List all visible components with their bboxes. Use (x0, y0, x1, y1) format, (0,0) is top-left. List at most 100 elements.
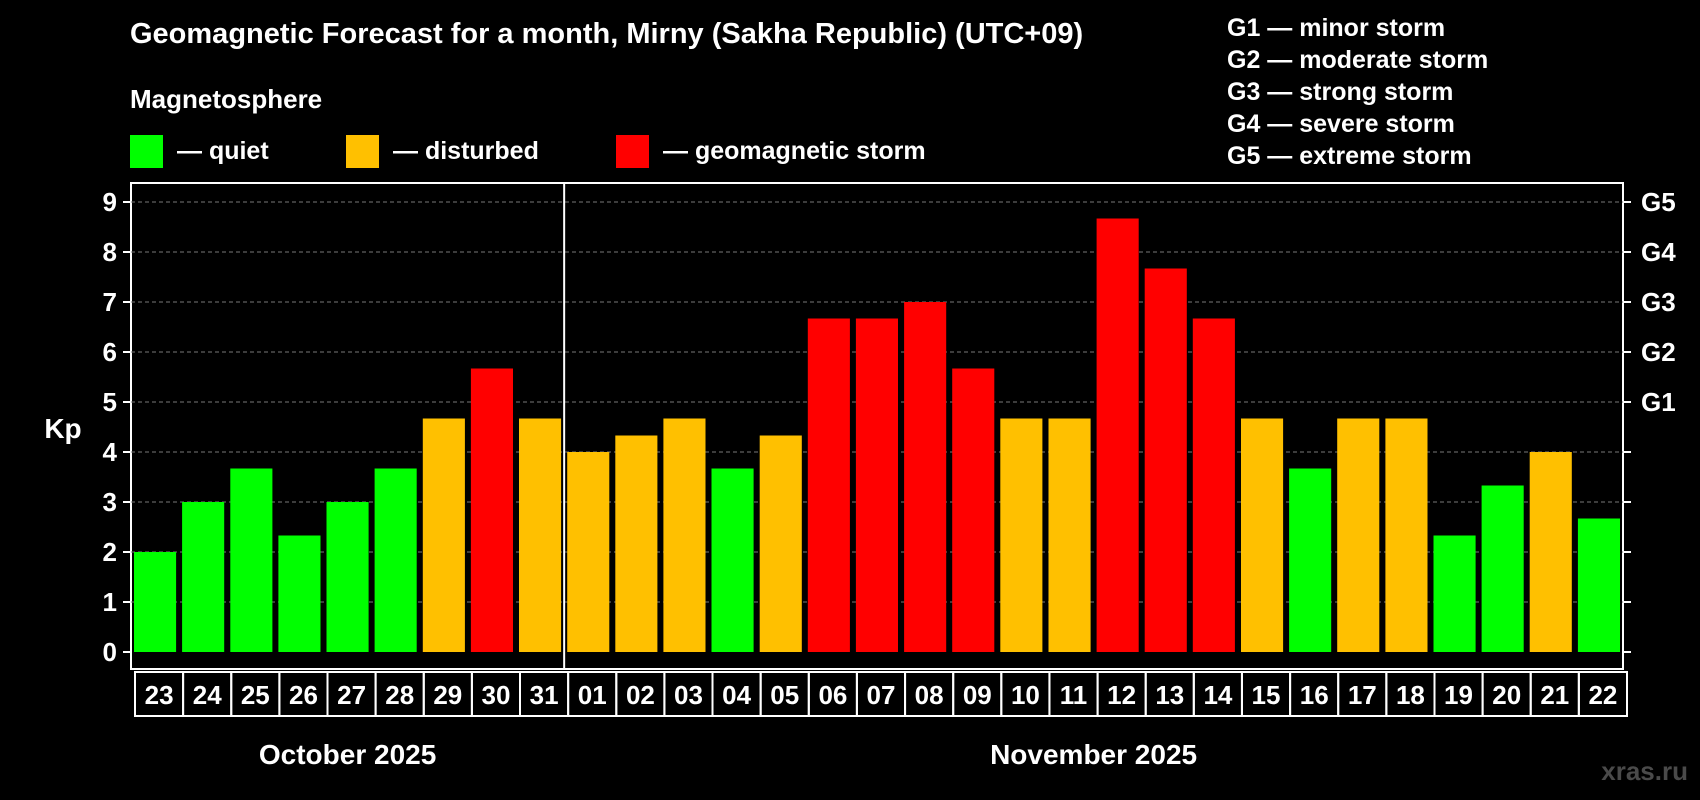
x-tick-label: 04 (722, 680, 751, 710)
kp-bar (807, 318, 850, 652)
x-tick-label: 01 (578, 680, 607, 710)
kp-bar (711, 468, 754, 652)
kp-bar (1385, 418, 1428, 652)
kp-bar (519, 418, 562, 652)
legend-storm: — geomagnetic storm (616, 134, 926, 168)
kp-bar (855, 318, 898, 652)
x-tick-label: 29 (433, 680, 462, 710)
x-tick-label: 08 (915, 680, 944, 710)
kp-bar (663, 418, 706, 652)
y-tick-label: 8 (103, 237, 117, 267)
g-level-label: G2 (1641, 337, 1676, 367)
y-tick-label: 2 (103, 537, 117, 567)
kp-bar (326, 502, 369, 652)
g-scale-legend: G1 — minor storm G2 — moderate storm G3 … (1227, 12, 1488, 172)
y-tick-label: 5 (103, 387, 117, 417)
x-tick-label: 28 (385, 680, 414, 710)
x-tick-label: 03 (674, 680, 703, 710)
g2-legend-item: G2 — moderate storm (1227, 46, 1489, 74)
storm-swatch (616, 134, 649, 168)
g-level-label: G3 (1641, 287, 1676, 317)
month-label: October 2025 (259, 739, 436, 770)
y-tick-label: 7 (103, 287, 117, 317)
g3-legend-item: G3 — strong storm (1227, 78, 1454, 106)
x-tick-label: 07 (867, 680, 896, 710)
x-tick-label: 25 (241, 680, 270, 710)
g-level-label: G1 (1641, 387, 1676, 417)
g-level-label: G5 (1641, 187, 1676, 217)
kp-bar (374, 468, 417, 652)
x-tick-label: 22 (1588, 680, 1617, 710)
chart-title: Geomagnetic Forecast for a month, Mirny … (130, 18, 1084, 50)
x-tick-label: 05 (770, 680, 799, 710)
legend-disturbed-label: — disturbed (393, 136, 539, 165)
kp-bar (1481, 485, 1524, 652)
g1-legend-item: G1 — minor storm (1227, 14, 1446, 42)
legend-disturbed: — disturbed (346, 134, 539, 168)
plot-frame (130, 182, 1624, 670)
x-tick-label: 21 (1540, 680, 1569, 710)
x-tick-label: 12 (1107, 680, 1136, 710)
kp-bar (422, 418, 465, 652)
x-tick-label: 30 (482, 680, 511, 710)
kp-bar (759, 435, 802, 652)
kp-bar (1192, 318, 1235, 652)
kp-bar (230, 468, 273, 652)
kp-bar (904, 302, 947, 652)
x-tick-label: 31 (530, 680, 559, 710)
kp-bar (1000, 418, 1043, 652)
kp-bar (1433, 535, 1476, 652)
x-tick-label: 23 (145, 680, 174, 710)
x-tick-label: 16 (1300, 680, 1329, 710)
kp-bar (1048, 418, 1091, 652)
kp-bar (278, 535, 321, 652)
x-tick-label: 17 (1348, 680, 1377, 710)
kp-bar (1289, 468, 1332, 652)
watermark: xras.ru (1601, 756, 1688, 786)
kp-bar (567, 452, 610, 652)
x-tick-label: 10 (1011, 680, 1040, 710)
x-tick-label: 26 (289, 680, 318, 710)
x-tick-label: 27 (337, 680, 366, 710)
kp-bar (470, 368, 513, 652)
date-box (1577, 671, 1629, 717)
y-tick-label: 0 (103, 637, 117, 667)
y-tick-label: 3 (103, 487, 117, 517)
legend-quiet-label: — quiet (177, 136, 269, 165)
x-tick-label: 15 (1252, 680, 1281, 710)
disturbed-swatch (346, 134, 379, 168)
x-tick-label: 13 (1155, 680, 1184, 710)
g-level-label: G4 (1641, 237, 1676, 267)
g5-legend-item: G5 — extreme storm (1227, 142, 1472, 170)
x-tick-label: 06 (818, 680, 847, 710)
kp-bar (1337, 418, 1380, 652)
kp-bar (615, 435, 658, 652)
legend-storm-label: — geomagnetic storm (663, 136, 926, 165)
legend-quiet: — quiet (130, 134, 269, 168)
y-tick-label: 1 (103, 587, 117, 617)
quiet-swatch (130, 134, 163, 168)
x-tick-label: 02 (626, 680, 655, 710)
g4-legend-item: G4 — severe storm (1227, 110, 1455, 138)
x-tick-label: 11 (1060, 680, 1088, 710)
x-tick-label: 14 (1203, 680, 1232, 710)
x-tick-label: 19 (1444, 680, 1473, 710)
month-label: November 2025 (990, 739, 1197, 770)
kp-bar (1529, 452, 1572, 652)
x-tick-label: 18 (1396, 680, 1425, 710)
x-tick-label: 24 (193, 680, 222, 710)
kp-bar (1096, 218, 1139, 652)
x-tick-label: 09 (963, 680, 992, 710)
y-tick-label: 4 (103, 437, 118, 467)
kp-bar (134, 552, 177, 652)
kp-bar (182, 502, 225, 652)
kp-bar (1144, 268, 1187, 652)
y-tick-label: 6 (103, 337, 117, 367)
y-tick-label: 9 (103, 187, 117, 217)
kp-bar (1577, 518, 1620, 652)
x-tick-label: 20 (1492, 680, 1521, 710)
kp-bar (952, 368, 995, 652)
kp-bar (1241, 418, 1284, 652)
legend-subtitle: Magnetosphere (130, 84, 323, 114)
